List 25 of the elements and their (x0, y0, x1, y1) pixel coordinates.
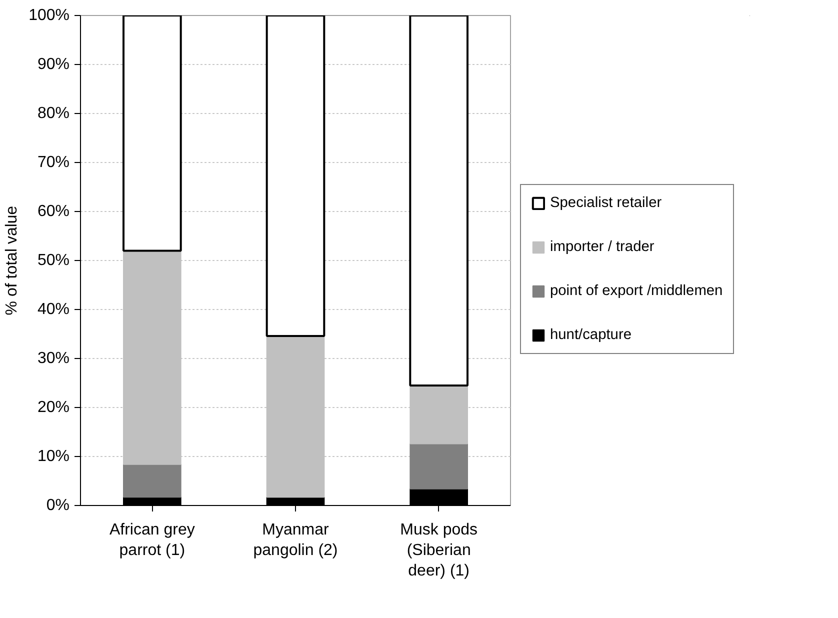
x-tick-label: Myanmar pangolin (2) (253, 522, 338, 559)
bar (122, 16, 182, 252)
y-tick-label: 20% (37, 399, 70, 416)
y-tick-label: 90% (37, 56, 70, 73)
y-tick-label: 80% (37, 105, 70, 122)
y-tick-label: 0% (46, 497, 70, 514)
bar (410, 443, 468, 490)
y-tick-label: 10% (37, 448, 70, 465)
y-tick-label: 50% (37, 252, 70, 269)
bar (123, 464, 182, 498)
x-tick-label: Musk pods (Siberian deer) (1) (400, 522, 478, 580)
bar (409, 16, 468, 386)
bar (410, 384, 468, 444)
legend-label: point of export /middlemen (550, 283, 723, 299)
bar (266, 16, 326, 337)
legend-label: importer / trader (550, 239, 654, 255)
y-tick-label: 60% (37, 203, 70, 220)
x-tick-label: African grey parrot (1) (109, 522, 195, 559)
y-tick-label: 70% (37, 154, 70, 171)
y-tick-label: 40% (37, 301, 70, 318)
y-tick-label: 30% (37, 350, 70, 367)
legend-label: hunt/capture (550, 327, 632, 343)
y-tick-label: 100% (28, 7, 70, 24)
legend-label: Specialist retailer (550, 195, 662, 211)
y-axis-title: % of total value (4, 206, 21, 316)
